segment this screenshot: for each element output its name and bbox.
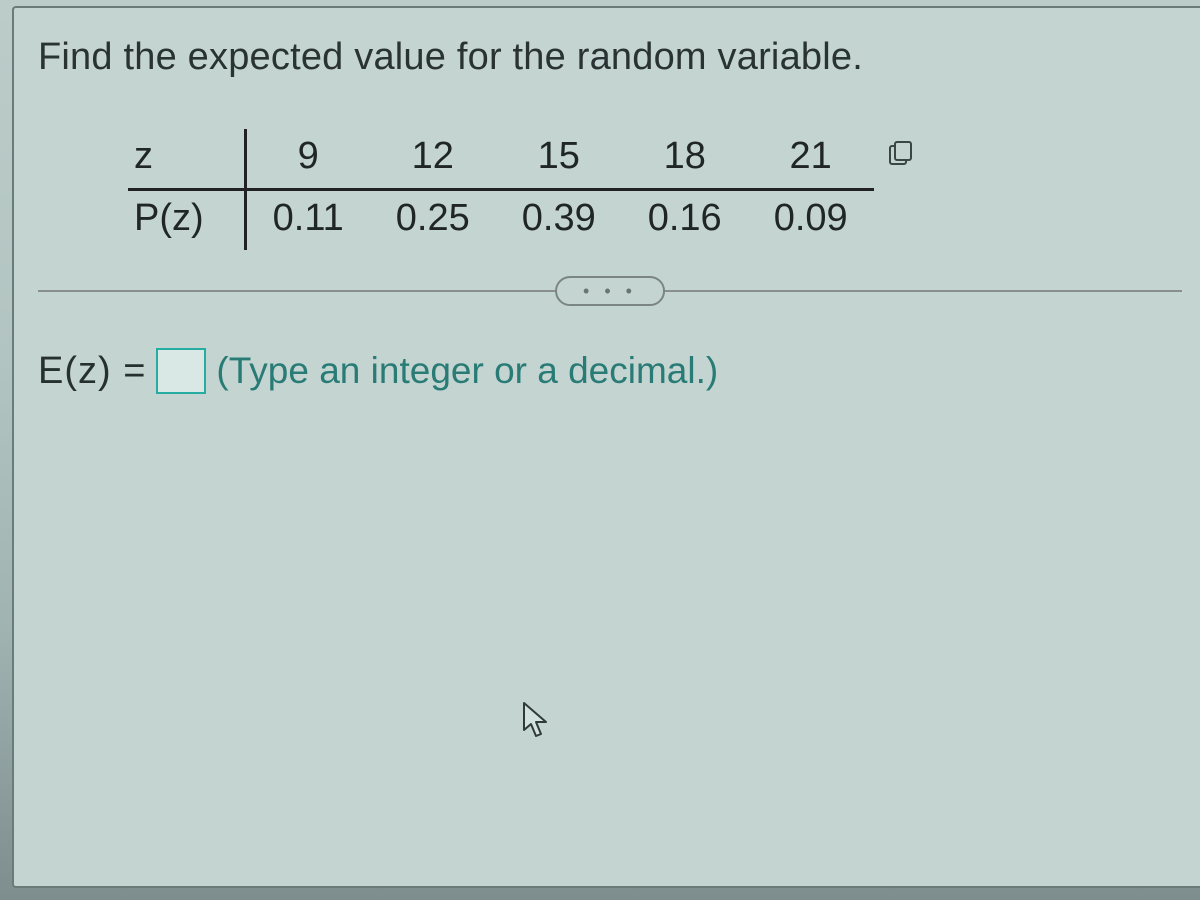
z-value: 9	[245, 129, 370, 190]
question-prompt: Find the expected value for the random v…	[38, 36, 1182, 79]
question-panel: Find the expected value for the random v…	[12, 6, 1200, 888]
pz-value: 0.11	[245, 190, 370, 251]
pz-value: 0.39	[496, 190, 622, 251]
copy-icon[interactable]	[886, 139, 916, 174]
distribution-table: z 9 12 15 18 21 P(z) 0.11 0.25 0.39 0.16…	[128, 129, 874, 250]
answer-row: E(z) = (Type an integer or a decimal.)	[38, 348, 1182, 394]
z-value: 12	[370, 129, 496, 190]
expand-button[interactable]: • • •	[555, 276, 665, 306]
answer-input[interactable]	[156, 348, 206, 394]
row-label-z: z	[128, 129, 245, 190]
z-value: 21	[748, 129, 874, 190]
divider: • • •	[38, 290, 1182, 292]
z-value: 15	[496, 129, 622, 190]
pz-value: 0.09	[748, 190, 874, 251]
answer-lhs: E(z) =	[38, 350, 146, 393]
pz-value: 0.25	[370, 190, 496, 251]
distribution-table-wrap: z 9 12 15 18 21 P(z) 0.11 0.25 0.39 0.16…	[128, 129, 1182, 250]
table-row: P(z) 0.11 0.25 0.39 0.16 0.09	[128, 190, 874, 251]
row-label-pz: P(z)	[128, 190, 245, 251]
answer-hint: (Type an integer or a decimal.)	[216, 350, 718, 392]
z-value: 18	[622, 129, 748, 190]
pz-value: 0.16	[622, 190, 748, 251]
table-row: z 9 12 15 18 21	[128, 129, 874, 190]
